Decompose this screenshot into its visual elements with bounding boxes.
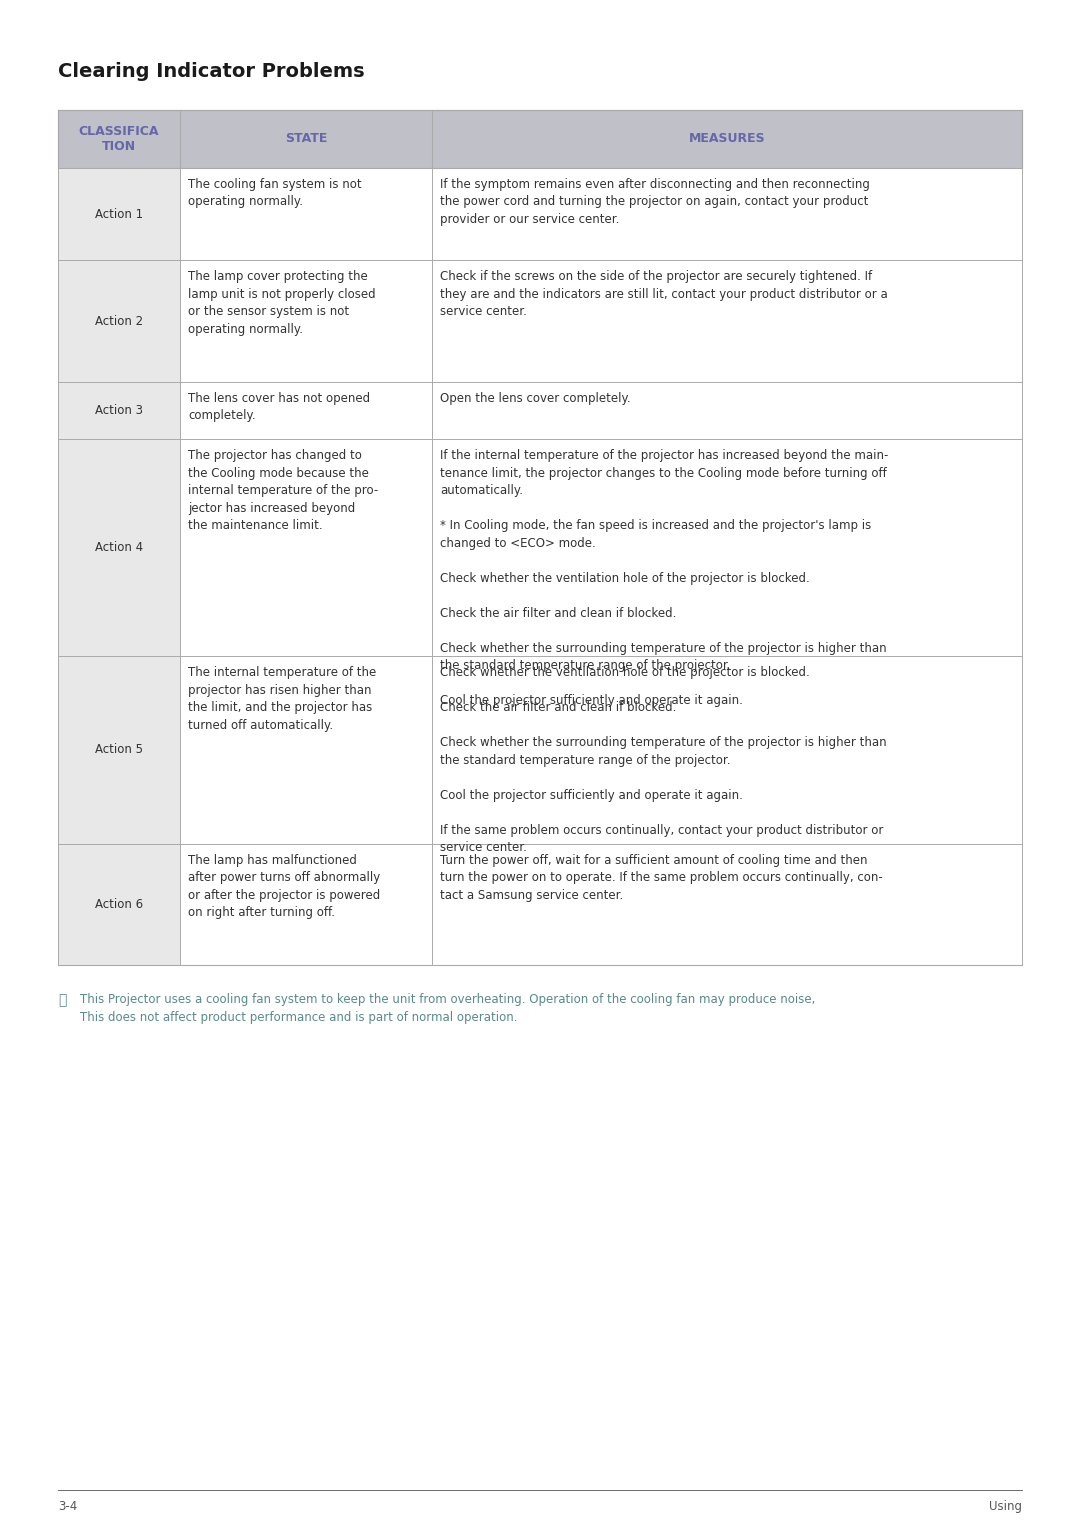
Text: Turn the power off, wait for a sufficient amount of cooling time and then
turn t: Turn the power off, wait for a sufficien… bbox=[440, 854, 882, 902]
Text: Using: Using bbox=[989, 1500, 1022, 1513]
Text: Action 5: Action 5 bbox=[95, 744, 143, 756]
Text: STATE: STATE bbox=[285, 133, 327, 145]
Text: The lamp has malfunctioned
after power turns off abnormally
or after the project: The lamp has malfunctioned after power t… bbox=[188, 854, 380, 919]
Text: The projector has changed to
the Cooling mode because the
internal temperature o: The projector has changed to the Cooling… bbox=[188, 449, 378, 533]
Text: This Projector uses a cooling fan system to keep the unit from overheating. Oper: This Projector uses a cooling fan system… bbox=[80, 993, 815, 1025]
Bar bbox=[58, 844, 180, 965]
Text: The cooling fan system is not
operating normally.: The cooling fan system is not operating … bbox=[188, 179, 362, 209]
Text: ⓘ: ⓘ bbox=[58, 993, 66, 1006]
Bar bbox=[58, 382, 180, 440]
Text: If the symptom remains even after disconnecting and then reconnecting
the power : If the symptom remains even after discon… bbox=[440, 179, 869, 226]
Text: Action 4: Action 4 bbox=[95, 541, 143, 554]
Bar bbox=[58, 168, 180, 261]
Text: Clearing Indicator Problems: Clearing Indicator Problems bbox=[58, 63, 365, 81]
Bar bbox=[58, 657, 180, 844]
Text: MEASURES: MEASURES bbox=[689, 133, 766, 145]
Bar bbox=[58, 440, 180, 657]
Text: Action 3: Action 3 bbox=[95, 405, 143, 417]
Text: The internal temperature of the
projector has risen higher than
the limit, and t: The internal temperature of the projecto… bbox=[188, 666, 376, 731]
Text: Action 6: Action 6 bbox=[95, 898, 143, 912]
Text: 3-4: 3-4 bbox=[58, 1500, 78, 1513]
Text: Open the lens cover completely.: Open the lens cover completely. bbox=[440, 392, 631, 405]
Text: Action 2: Action 2 bbox=[95, 315, 143, 328]
Text: The lens cover has not opened
completely.: The lens cover has not opened completely… bbox=[188, 392, 370, 421]
Text: If the internal temperature of the projector has increased beyond the main-
tena: If the internal temperature of the proje… bbox=[440, 449, 889, 707]
Text: Action 1: Action 1 bbox=[95, 208, 143, 221]
Bar bbox=[58, 261, 180, 382]
Text: Check whether the ventilation hole of the projector is blocked.

Check the air f: Check whether the ventilation hole of th… bbox=[440, 666, 887, 854]
Text: CLASSIFICA
TION: CLASSIFICA TION bbox=[79, 125, 159, 153]
Text: Check if the screws on the side of the projector are securely tightened. If
they: Check if the screws on the side of the p… bbox=[440, 270, 888, 319]
Text: The lamp cover protecting the
lamp unit is not properly closed
or the sensor sys: The lamp cover protecting the lamp unit … bbox=[188, 270, 376, 336]
Bar bbox=[58, 110, 1022, 168]
